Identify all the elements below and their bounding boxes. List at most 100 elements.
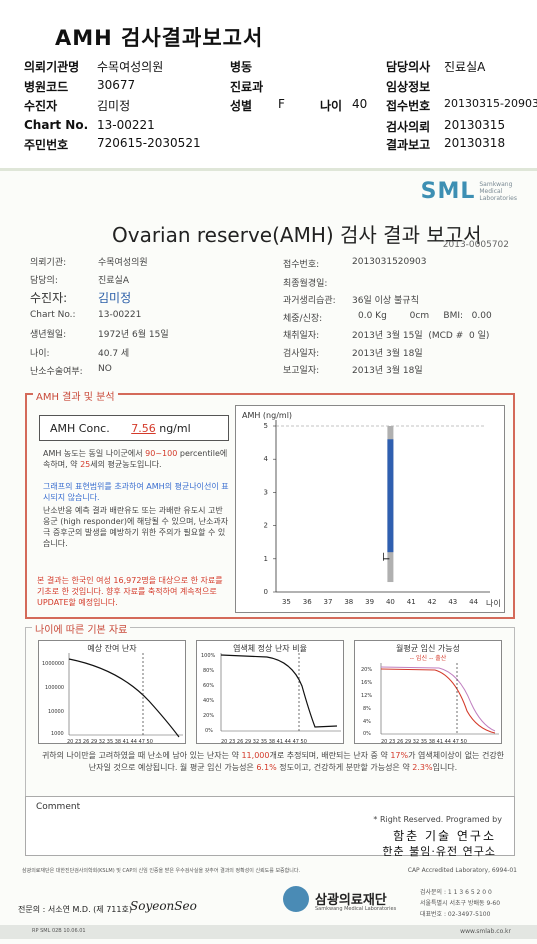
p1d: 25 xyxy=(80,460,91,469)
sign-line3: 한춘 불임·유전 연구소 xyxy=(382,845,496,858)
report-title: Ovarian reserve(AMH) 검사 결과 보고서 xyxy=(112,223,482,247)
ri-5-v: 2013년 3월 18일 xyxy=(352,349,423,359)
panel-preg: 월평균 임신 가능성 -- 임신 -- 출산 20% 16% 12% 8% 4%… xyxy=(354,640,502,745)
footer-code: RP SML 02B 10.06.01 xyxy=(32,928,86,934)
x-tick-label: 43 xyxy=(448,598,457,606)
ri-3-v: 0.0 Kg 0cm BMI: 0.00 xyxy=(358,311,492,321)
chrom-y0: 100% xyxy=(201,653,216,659)
sign-line1: * Right Reserved. Programed by xyxy=(373,815,502,824)
li-4-v: 1972년 6월 15일 xyxy=(98,330,169,340)
x-tick-label: 42 xyxy=(428,598,437,606)
li-2-k: 수진자: xyxy=(30,291,68,305)
age-t1: 귀하의 나이만을 고려하였을 때 난소에 남아 있는 난자는 약 xyxy=(41,751,239,760)
sex-value: F xyxy=(278,97,285,111)
hospital-code-label: 병원코드 xyxy=(24,80,69,94)
panel-preg-title: 월평균 임신 가능성 xyxy=(396,644,460,653)
x-tick-label: 39 xyxy=(365,598,374,606)
x-tick-label: 37 xyxy=(324,598,333,606)
age-value: 40 xyxy=(352,97,368,111)
p1e: 세의 평균농도입니다. xyxy=(90,460,162,469)
li-4-k: 생년월일: xyxy=(30,330,67,340)
age-eggs: 11,000 xyxy=(241,751,270,760)
preg-x: 20 23 26 29 32 35 38 41 44 47 50 xyxy=(381,739,467,745)
y-axis-label: AMH (ng/ml) xyxy=(242,411,292,420)
hospital-code-value: 30677 xyxy=(97,78,136,92)
ri-4-k: 채취일자: xyxy=(283,331,320,341)
chart-no-label: Chart No. xyxy=(24,118,89,132)
ri-3-k: 체중/신장: xyxy=(283,314,323,324)
panel-preg-svg: 20% 16% 12% 8% 4% 0% 20 23 26 29 32 35 3… xyxy=(361,663,499,745)
age-label: 나이 xyxy=(320,99,343,113)
x-axis-label: 나이 xyxy=(486,598,501,608)
x-tick-label: 41 xyxy=(407,598,416,606)
preg-y1: 16% xyxy=(361,680,372,686)
dept-label: 진료과 xyxy=(230,80,264,94)
chrom-y1: 80% xyxy=(203,668,214,674)
x-tick-label: 44 xyxy=(469,598,478,606)
preg-curve-red xyxy=(380,668,496,734)
preg-curve-pink xyxy=(380,666,496,732)
preg-y5: 0% xyxy=(363,731,371,737)
panel-chrom: 염색체 정상 난자 비율 100% 80% 60% 40% 20% 0% 20 … xyxy=(196,640,344,745)
x-tick-label: 35 xyxy=(282,598,291,606)
ri-6-k: 보고일자: xyxy=(283,366,320,376)
amh-para-1: AMH 농도는 동일 나이군에서 90~100 percentile에 속하며,… xyxy=(43,448,229,470)
p1a: AMH 농도는 동일 나이군에서 xyxy=(43,449,143,458)
age-t4: 정도이고, 건강하게 분만할 가능성은 약 xyxy=(279,763,410,772)
p1b: 90~100 xyxy=(145,449,178,458)
chart-no-value: 13-00221 xyxy=(97,118,155,132)
li-6-k: 난소수술여부: xyxy=(30,367,83,377)
panel-eggs-title: 예상 잔여 난자 xyxy=(87,644,137,653)
eggs-y3: 1000 xyxy=(51,731,64,737)
chrom-y5: 0% xyxy=(205,728,213,734)
amh-conc-unit: ng/ml xyxy=(159,422,191,435)
sml-logo-text: SML xyxy=(420,179,476,204)
ri-2-k: 과거생리습관: xyxy=(283,296,336,306)
report-value: 20130318 xyxy=(444,136,506,150)
footer-signature: SoyeonSeo xyxy=(130,899,197,913)
age-data-section: 나이에 따른 기본 자료 예상 잔여 난자 1000000 100000 100… xyxy=(25,621,515,807)
y-tick-label: 1 xyxy=(264,555,268,563)
age-section-title: 나이에 따른 기본 자료 xyxy=(32,621,131,636)
ri-0-k: 접수번호: xyxy=(283,260,320,270)
li-1-k: 담당의: xyxy=(30,276,58,286)
comment-box: Comment * Right Reserved. Programed by 함… xyxy=(25,796,515,858)
amh-conc-box: AMH Conc. 7.56 ng/ml xyxy=(39,415,229,441)
footer-foundation-en: Samkwang Medical Laboratories xyxy=(315,906,397,912)
age-summary: 귀하의 나이만을 고려하였을 때 난소에 남아 있는 난자는 약 11,000개… xyxy=(38,750,508,774)
footer-contact2: 서울특별시 서초구 방배동 9-60 xyxy=(420,900,501,907)
li-2-v: 김미정 xyxy=(98,291,132,305)
request-value: 20130315 xyxy=(444,118,506,132)
page-title: AMH 검사결과보고서 xyxy=(55,26,264,50)
chrom-y4: 20% xyxy=(203,713,214,719)
li-0-v: 수목여성의원 xyxy=(98,258,148,268)
ri-2-v: 36일 이상 불규칙 xyxy=(352,296,419,306)
ri-1-k: 최종월경일: xyxy=(283,279,328,289)
logo-sub1: Samkwang xyxy=(479,181,513,188)
foundation-logo-icon xyxy=(283,886,309,912)
sign-line2: 함춘 기술 연구소 xyxy=(393,829,496,843)
age-t3: 가 염색체이상이 없는 건강한 난자일 것으로 예상됩니다. 월 평균 임신 가… xyxy=(88,751,505,772)
li-5-k: 나이: xyxy=(30,349,50,359)
eggs-y2: 10000 xyxy=(48,709,64,715)
footer-doctor: 전문의 : 서소연 M.D. (제 711호) xyxy=(18,905,132,914)
li-6-v: NO xyxy=(98,364,112,374)
ri-0-v: 2013031520903 xyxy=(352,257,427,267)
patient-label: 수진자 xyxy=(24,99,58,113)
y-tick-label: 0 xyxy=(264,588,268,596)
li-3-v: 13-00221 xyxy=(98,310,142,320)
footer-cert: 삼광의료재단은 대한진단검사의학회(KSLM) 및 CAP의 신임 인증을 받은… xyxy=(22,868,301,874)
footer-contact3: 대표번호 : 02-3497-5100 xyxy=(420,911,491,918)
ri-5-k: 검사일자: xyxy=(283,349,320,359)
age-t5: 입니다. xyxy=(432,763,458,772)
panel-eggs: 예상 잔여 난자 1000000 100000 10000 1000 20 23… xyxy=(38,640,186,745)
amh-bar-blue xyxy=(387,439,394,553)
footer-cap: CAP Accredited Laboratory, 6994-01 xyxy=(407,867,517,874)
sex-label: 성별 xyxy=(230,99,253,113)
panel-chrom-title: 염색체 정상 난자 비율 xyxy=(233,644,307,653)
amh-result-section: AMH 결과 및 분석 AMH Conc. 7.56 ng/ml AMH 농도는… xyxy=(25,388,515,619)
age-chrom: 17% xyxy=(390,751,409,760)
li-5-v: 40.7 세 xyxy=(98,349,130,359)
age-preg: 6.1% xyxy=(256,763,277,772)
y-tick-label: 4 xyxy=(264,455,269,463)
